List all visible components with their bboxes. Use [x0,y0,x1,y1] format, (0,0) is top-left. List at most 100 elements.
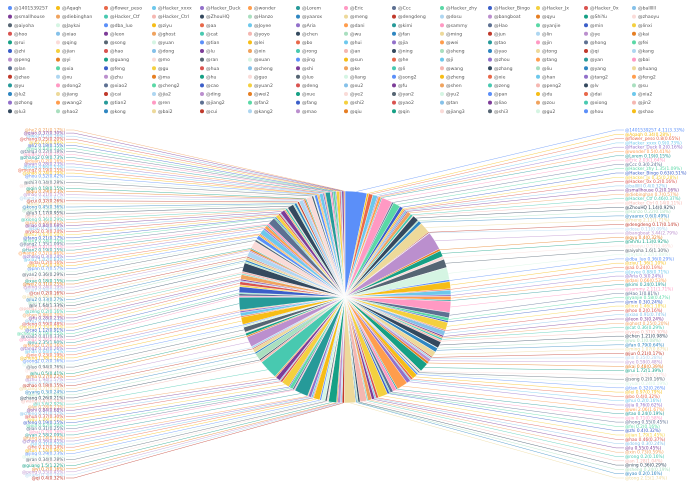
legend-entry[interactable]: @ren [152,100,170,106]
legend-entry[interactable]: @jin2 [632,100,651,106]
legend-entry[interactable]: @yi [56,57,71,63]
legend-entry[interactable]: @smallhouse [8,14,45,20]
legend-entry[interactable]: @yuan2 [248,83,273,89]
legend-entry[interactable]: @meng [344,14,368,20]
legend-entry[interactable]: @1401539257 [8,6,48,12]
legend-entry[interactable]: @zhang [488,66,513,72]
legend-entry[interactable]: @ke [344,66,360,72]
legend-entry[interactable]: @rui [8,40,25,46]
legend-entry[interactable]: @shi [296,66,313,72]
legend-entry[interactable]: @flower_peso [104,6,142,12]
legend-entry[interactable]: @fang [296,100,317,106]
legend-entry[interactable]: @peng [8,57,30,63]
legend-entry[interactable]: @jin [536,40,552,46]
legend-entry[interactable]: @mao [296,109,317,115]
legend-entry[interactable]: @xin [248,49,266,55]
legend-entry[interactable]: @aa [200,23,216,29]
legend-entry[interactable]: @tang2 [584,74,608,80]
legend-entry[interactable]: @xiong [584,100,607,106]
legend-entry[interactable]: @su [632,83,648,89]
legend-entry[interactable]: @zhaoyu [632,14,659,20]
legend-entry[interactable]: @hua [200,66,219,72]
legend-entry[interactable]: @yao2 [392,100,414,106]
legend-entry[interactable]: @song [104,40,126,46]
legend-entry[interactable]: @du [536,92,553,98]
legend-entry[interactable]: @jia [392,40,408,46]
legend-entry[interactable]: @Hacker_Ctrl [152,14,189,20]
legend-entry[interactable]: @kimi [392,23,412,29]
legend-entry[interactable]: @bai2 [152,109,173,115]
legend-entry[interactable]: @yan2 [392,92,414,98]
legend-entry[interactable]: @jun [488,31,506,37]
legend-entry[interactable]: @tang [536,57,557,63]
legend-entry[interactable]: @luo [296,74,314,80]
legend-entry[interactable]: @cheng [248,66,273,72]
legend-entry[interactable]: @Ccc [392,6,411,12]
legend-entry[interactable]: @tan [440,100,458,106]
legend-entry[interactable]: @Hacker_Bingo [488,6,530,12]
legend-entry[interactable]: @wang2 [56,100,82,106]
legend-entry[interactable]: @hao2 [56,109,78,115]
legend-entry[interactable]: @bangboat [488,14,521,20]
legend-entry[interactable]: @guang [104,57,129,63]
legend-entry[interactable]: @yu2 [440,92,459,98]
legend-entry[interactable]: @zheng [440,74,465,80]
legend-entry[interactable]: @tian2 [104,100,126,106]
legend-entry[interactable]: @qi [584,49,599,55]
legend-entry[interactable]: @tao [488,40,506,46]
legend-entry[interactable]: @Hao [488,23,508,29]
legend-entry[interactable]: @lu2 [8,92,26,98]
legend-entry[interactable]: @yaarox [296,14,322,20]
legend-entry[interactable]: @cat [200,31,218,37]
legend-entry[interactable]: @jiang3 [440,109,465,115]
legend-entry[interactable]: @Hanzo [248,14,273,20]
legend-entry[interactable]: @xiao2 [104,83,127,89]
legend-entry[interactable]: @xu [56,74,72,80]
legend-entry[interactable]: @Hacker_Ctf [104,14,140,20]
legend-entry[interactable]: @liu [536,66,552,72]
legend-entry[interactable]: @dai [584,92,602,98]
legend-entry[interactable]: @Hacker_Jx [536,6,569,12]
legend-entry[interactable]: @liang [344,74,366,80]
legend-entry[interactable]: @mo [152,57,170,63]
legend-entry[interactable]: @zhu [104,74,123,80]
legend-entry[interactable]: @lu [200,49,215,55]
legend-entry[interactable]: @qiu [344,109,362,115]
legend-entry[interactable]: @Hacker_xxxx [152,6,192,12]
legend-entry[interactable]: @shao [632,109,654,115]
legend-entry[interactable]: @ma [152,74,170,80]
legend-entry[interactable]: @Aria [296,23,316,29]
legend-entry[interactable]: @hui [344,40,362,46]
legend-entry[interactable]: @gu2 [536,109,555,115]
legend-entry[interactable]: @feng2 [632,74,656,80]
legend-entry[interactable]: @lei [248,40,264,46]
legend-entry[interactable]: @ding [200,92,221,98]
legend-entry[interactable]: @zhao [8,74,30,80]
legend-entry[interactable]: @shen [440,83,462,89]
legend-entry[interactable]: @Hacker_Duck [200,6,241,12]
legend-entry[interactable]: @sun [344,57,363,63]
legend-entry[interactable]: @qing [56,40,77,46]
legend-entry[interactable]: @dba_luo [104,23,133,29]
legend-entry[interactable]: @wei [440,40,458,46]
legend-entry[interactable]: @Eric [344,6,364,12]
legend-entry[interactable]: @qin [392,109,410,115]
legend-entry[interactable]: @hoo [8,31,27,37]
legend-entry[interactable]: @Hacker_zhy [440,6,477,12]
legend-entry[interactable]: @kang [632,49,654,55]
legend-entry[interactable]: @lu3 [8,109,26,115]
legend-entry[interactable]: @kai [632,31,649,37]
legend-entry[interactable]: @hao [104,49,123,55]
legend-entry[interactable]: @wu [344,31,361,37]
legend-entry[interactable]: @ZhouHQ [200,14,230,20]
legend-entry[interactable]: @bai [632,57,650,63]
legend-entry[interactable]: @ran [200,57,218,63]
legend-entry[interactable]: @xuan [248,57,270,63]
legend-entry[interactable]: @dosu [440,14,462,20]
legend-entry[interactable]: @ye2 [344,92,363,98]
legend-entry[interactable]: @ghost [152,31,176,37]
legend-entry[interactable]: @zhong [8,100,33,106]
legend-entry[interactable]: @feng [104,66,125,72]
legend-entry[interactable]: @deng [296,83,318,89]
legend-entry[interactable]: @aiyoha [8,23,34,29]
